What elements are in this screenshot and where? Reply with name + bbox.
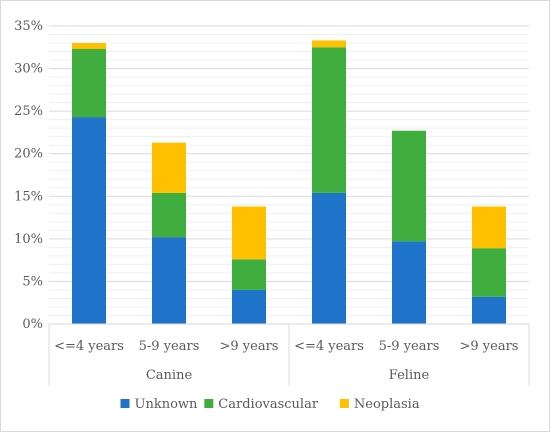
bar-neoplasia[interactable] [72,43,106,49]
bar-neoplasia[interactable] [232,206,266,260]
bar-cardiovascular[interactable] [472,248,506,297]
bar-neoplasia[interactable] [152,142,186,193]
x-tick-label: <=4 years [294,339,364,354]
legend-label: Neoplasia [354,397,420,412]
x-tick-label: >9 years [220,339,279,354]
bar-unknown[interactable] [392,241,426,324]
bar-unknown[interactable] [312,192,346,324]
x-tick-label: 5-9 years [139,339,200,354]
x-tick-label: >9 years [460,339,519,354]
y-tick-label: 20% [14,147,43,162]
bar-unknown[interactable] [232,289,266,324]
bar-cardiovascular[interactable] [152,192,186,238]
bar-neoplasia[interactable] [472,206,506,249]
y-tick-label: 10% [14,232,43,247]
y-tick-label: 30% [14,62,43,77]
bar-cardiovascular[interactable] [392,130,426,242]
group-label: Canine [146,368,193,383]
x-tick-label: <=4 years [54,339,124,354]
legend-label: Unknown [135,397,199,412]
bar-unknown[interactable] [72,117,106,324]
bar-unknown[interactable] [472,296,506,324]
y-tick-label: 5% [22,274,43,289]
bar-cardiovascular[interactable] [232,259,266,290]
bar-cardiovascular[interactable] [72,48,106,118]
group-label: Feline [389,368,430,383]
bar-neoplasia[interactable] [312,40,346,48]
y-tick-label: 15% [14,189,43,204]
y-tick-label: 0% [22,317,43,332]
legend-swatch [120,399,130,408]
y-tick-label: 35% [14,19,43,34]
bar-unknown[interactable] [152,237,186,324]
legend-swatch [339,399,349,408]
x-tick-label: 5-9 years [379,339,440,354]
bar-cardiovascular[interactable] [312,47,346,193]
legend-swatch [204,399,214,408]
legend-label: Cardiovascular [218,397,319,412]
y-tick-label: 25% [14,104,43,119]
